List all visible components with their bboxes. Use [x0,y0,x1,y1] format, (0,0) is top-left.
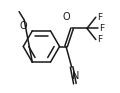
Text: F: F [97,13,102,22]
Text: N: N [72,71,79,81]
Text: F: F [97,35,102,44]
Text: O: O [62,12,70,22]
Text: F: F [99,24,104,33]
Text: O: O [20,21,28,31]
